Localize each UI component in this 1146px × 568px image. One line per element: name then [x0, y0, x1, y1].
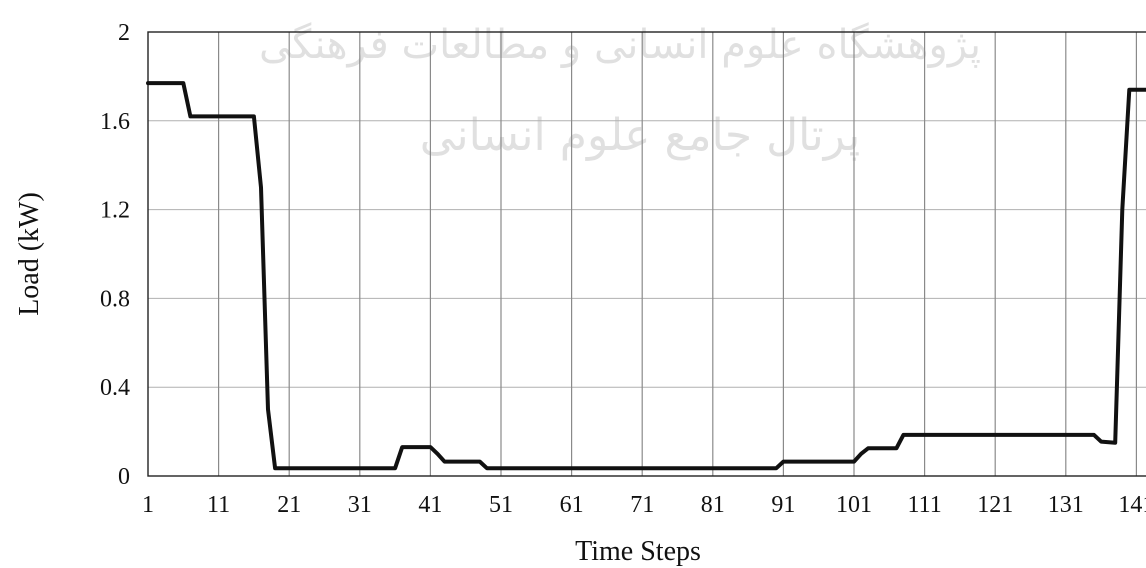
x-tick-label: 71 — [630, 492, 654, 518]
x-axis-label: Time Steps — [575, 536, 701, 567]
x-tick-label: 21 — [277, 492, 301, 518]
x-tick-label: 61 — [560, 492, 584, 518]
y-tick-label: 0.8 — [100, 286, 130, 312]
x-tick-label: 81 — [701, 492, 725, 518]
x-tick-label: 131 — [1048, 492, 1084, 518]
watermark-line-1: پژوهشگاه علوم انسانی و مطالعات فرهنگی — [259, 22, 981, 68]
x-tick-label: 91 — [771, 492, 795, 518]
x-tick-labels: 1112131415161718191101111121131141 — [142, 492, 1146, 518]
y-tick-label: 0.4 — [100, 375, 130, 401]
series-line-load — [146, 81, 1146, 471]
x-tick-label: 1 — [142, 492, 154, 518]
grid — [148, 32, 1146, 476]
plot-frame — [147, 31, 1146, 477]
x-tick-label: 51 — [489, 492, 513, 518]
x-tick-label: 101 — [836, 492, 872, 518]
x-tick-label: 41 — [418, 492, 442, 518]
y-tick-label: 2 — [118, 20, 130, 46]
x-tick-label: 31 — [348, 492, 372, 518]
y-tick-label: 1.2 — [100, 198, 130, 224]
y-axis-label: Load (kW) — [14, 192, 45, 316]
x-tick-label: 111 — [907, 492, 941, 518]
x-tick-label: 121 — [977, 492, 1013, 518]
watermark-line-2: پرتال جامع علوم انسانی — [420, 110, 861, 161]
y-tick-label: 1.6 — [100, 109, 130, 135]
watermark: پژوهشگاه علوم انسانی و مطالعات فرهنگی پر… — [259, 22, 981, 161]
x-tick-label: 11 — [207, 492, 230, 518]
series-layer — [146, 81, 1146, 471]
x-tick-label: 141 — [1118, 492, 1146, 518]
y-tick-labels: 0 0.4 0.8 1.2 1.6 2 — [100, 20, 130, 490]
y-tick-label: 0 — [118, 464, 130, 490]
